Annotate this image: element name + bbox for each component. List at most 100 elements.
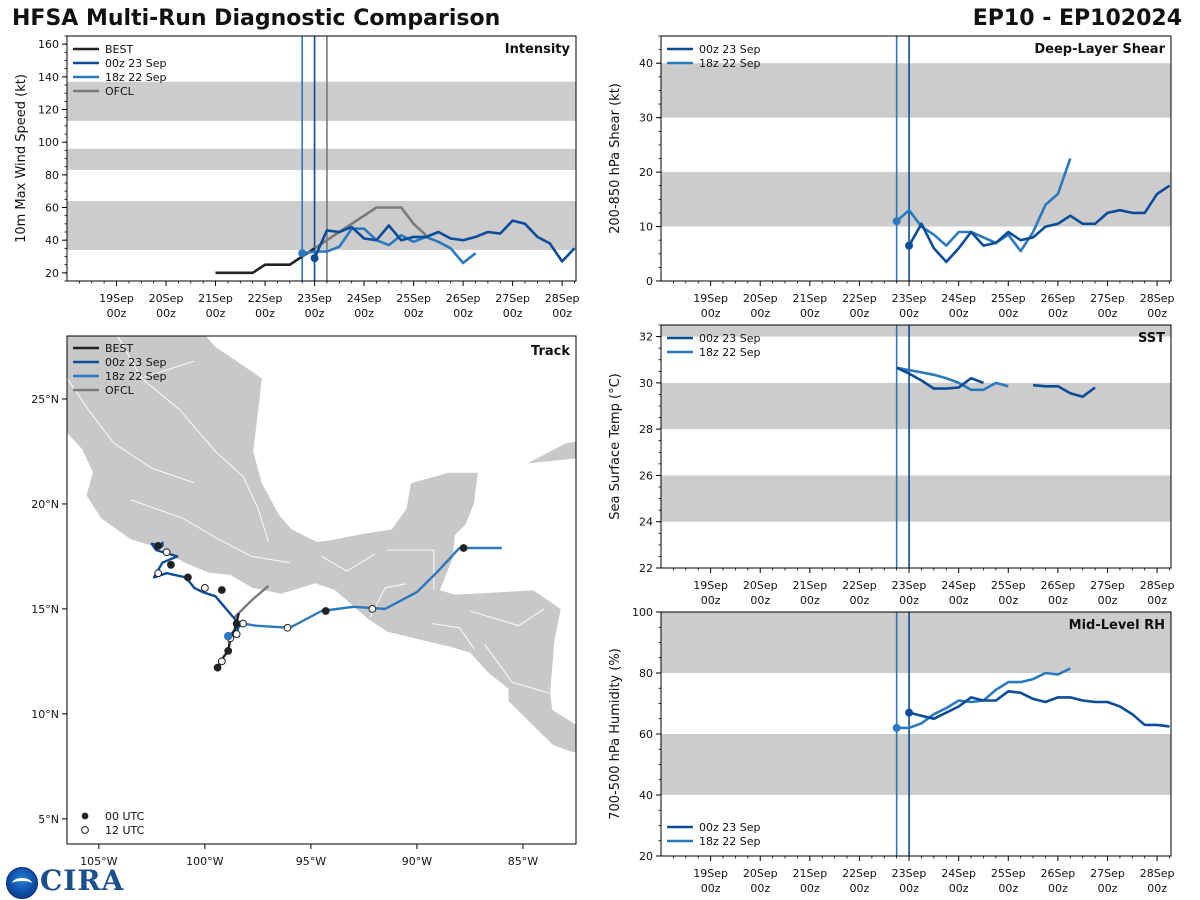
x-tick-label-hour: 00z [701,307,721,320]
track-legend-label-run18z: 18z 22 Sep [105,370,167,383]
x-tick-label-date: 23Sep [892,579,927,592]
series-line-run18z [302,227,477,265]
series-line-run00z [896,366,1096,398]
track-line-00z [150,541,240,635]
x-tick-label-date: 20Sep [743,292,778,305]
shear-y-axis-label: 200-850 hPa Shear (kt) [608,83,623,234]
x-tick-label-hour: 00z [998,307,1018,320]
y-tick-label: 0 [646,275,653,288]
figure-title: HFSA Multi-Run Diagnostic Comparison [12,6,501,31]
rh-panel-title: Mid-Level RH [1069,618,1165,633]
marker-legend-12utc: 12 UTC [105,824,145,837]
init-marker-run18z [892,723,901,732]
x-tick-label-date: 27Sep [1090,579,1125,592]
x-tick-label-hour: 00z [850,882,870,895]
y-tick-label: 32 [639,331,653,344]
state-border [469,608,545,627]
track-point-00z [162,548,171,557]
init-marker-run00z [310,254,319,263]
sst-frame [660,324,1172,569]
shear-panel: 0 10 20 30 40 19Sep 00z 20Sep 00z 21Sep 00z 22Sep 00… [608,35,1174,320]
x-tick-label-hour: 00z [255,307,275,320]
threshold-band [661,612,1171,673]
x-tick-label-hour: 00z [701,594,721,607]
track-legend-label-run00z: 00z 23 Sep [105,356,167,369]
noaa-cira-logo: CIRA [4,864,123,899]
x-tick-label-date: 21Sep [792,867,827,880]
legend-label-run00z: 00z 23 Sep [105,57,167,70]
lat-tick-label: 20°N [31,498,59,511]
x-tick-label-hour: 00z [800,882,820,895]
x-tick-label-hour: 00z [800,307,820,320]
y-tick-label: 80 [639,667,653,680]
x-tick-label-hour: 00z [750,882,770,895]
track-point-18z [283,623,292,632]
intensity-panel: 20 40 60 80 100 120 140 160 19Sep 00z 20Sep 00z 21Se… [14,35,580,320]
threshold-band [661,382,1171,430]
x-tick-label-date: 24Sep [941,867,976,880]
y-tick-label: 26 [639,469,653,482]
state-border [141,360,195,379]
y-tick-label: 24 [639,516,653,529]
rh-panel: 20 40 60 80 100 19Sep 00z 20Sep 00z 21Sep 00z 22Sep… [608,606,1174,895]
legend-label-ofcl: OFCL [105,85,135,98]
legend-label-run18z: 18z 22 Sep [699,835,761,848]
legend-label-run00z: 00z 23 Sep [699,332,761,345]
landmass-0 [67,336,576,754]
threshold-band [67,81,576,121]
x-tick-label-hour: 00z [156,307,176,320]
rh-plot-area [661,612,1171,856]
x-tick-label-date: 20Sep [149,292,184,305]
marker-legend-00utc: 00 UTC [105,810,145,823]
state-border [484,644,549,694]
lat-tick-label: 10°N [31,708,59,721]
lon-tick-label: 100°W [186,855,223,868]
x-tick-label-hour: 00z [1048,594,1068,607]
lat-tick-label: 15°N [31,603,59,616]
x-tick-label-hour: 00z [899,594,919,607]
shear-panel-title: Deep-Layer Shear [1034,42,1165,57]
landmass-1 [524,441,576,465]
x-tick-label-date: 21Sep [792,579,827,592]
legend-label-run18z: 18z 22 Sep [699,57,761,70]
track-plot-area [0,237,576,754]
state-border [113,442,195,484]
threshold-band [661,475,1171,522]
landmass-2 [0,237,3,439]
track-legend-label-ofcl: OFCL [105,384,135,397]
x-tick-label-date: 26Sep [1041,579,1076,592]
x-tick-label-hour: 00z [1098,594,1118,607]
x-tick-label-date: 23Sep [892,867,927,880]
state-border [431,623,475,650]
x-tick-label-date: 24Sep [347,292,382,305]
lon-tick-label: 85°W [508,855,538,868]
x-tick-label-date: 19Sep [693,292,728,305]
x-tick-label-hour: 00z [1147,594,1167,607]
x-tick-label-hour: 00z [1147,882,1167,895]
init-marker-run18z [298,249,307,258]
lat-tick-label: 25°N [31,393,59,406]
track-current-position [223,631,233,641]
threshold-band [67,148,576,170]
x-tick-label-hour: 00z [1048,307,1068,320]
x-tick-label-date: 28Sep [545,292,580,305]
track-point-00z [154,542,163,550]
x-tick-label-date: 25Sep [991,579,1026,592]
sst-plot-area [661,325,1171,568]
series-line-run00z [908,690,1170,728]
x-tick-label-hour: 00z [899,882,919,895]
state-border [321,553,375,572]
x-tick-label-date: 26Sep [1041,292,1076,305]
y-tick-label: 120 [38,104,59,117]
x-tick-label-hour: 00z [1048,882,1068,895]
x-tick-label-date: 19Sep [693,867,728,880]
x-tick-label-date: 20Sep [743,579,778,592]
track-frame [66,335,577,845]
x-tick-label-date: 21Sep [198,292,233,305]
track-line-18z [227,546,502,638]
threshold-band [661,734,1171,795]
x-tick-label-date: 23Sep [892,292,927,305]
shear-plot-area [661,36,1171,281]
state-border [242,476,269,542]
